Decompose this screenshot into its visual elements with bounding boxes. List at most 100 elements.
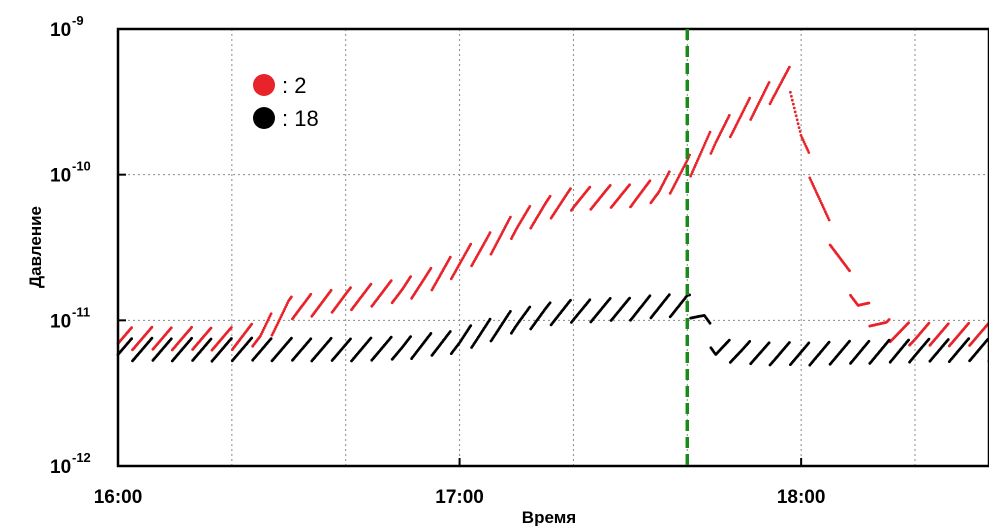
legend: : 2 : 18 (253, 73, 319, 131)
data-point (409, 335, 412, 338)
data-point (209, 337, 213, 341)
data-point (821, 203, 824, 207)
data-point (409, 275, 412, 278)
data-point (811, 182, 815, 186)
data-point (266, 318, 270, 322)
data-point (667, 293, 671, 297)
y-tick-label: 10 (50, 166, 71, 187)
data-point (693, 165, 696, 169)
data-point (569, 187, 572, 191)
data-point (548, 301, 552, 305)
data-point (789, 90, 792, 94)
data-point (290, 336, 293, 340)
data-point (788, 341, 791, 344)
data-point (169, 326, 173, 330)
data-point (748, 340, 752, 343)
data-point (696, 159, 699, 163)
legend-marker-series-18 (253, 107, 275, 129)
data-point (130, 326, 134, 330)
x-axis-label: Время (522, 508, 576, 526)
legend-label-series-2: : 2 (282, 73, 306, 98)
data-point (767, 81, 771, 84)
data-point (190, 336, 194, 340)
data-point (790, 94, 793, 98)
data-point (705, 137, 709, 141)
grid-lines (118, 29, 989, 466)
data-point (329, 336, 333, 340)
data-point (712, 145, 716, 149)
data-point (690, 172, 693, 176)
data-point (802, 140, 806, 144)
data-point (823, 210, 827, 214)
data-point (801, 138, 805, 142)
data-point (290, 295, 293, 299)
data-point (691, 170, 694, 174)
data-point (946, 338, 950, 341)
data-point (389, 335, 393, 339)
data-point (822, 208, 826, 211)
data-point (713, 143, 717, 147)
data-point (708, 321, 712, 325)
data-point (798, 130, 802, 133)
data-point (389, 279, 393, 283)
data-point (907, 321, 910, 325)
data-point (628, 183, 631, 187)
y-tick-label: 10 (50, 311, 71, 332)
data-point (469, 242, 473, 246)
data-point (807, 151, 811, 154)
data-point (230, 337, 233, 340)
data-point (887, 318, 891, 321)
data-point (694, 163, 697, 167)
legend-label-series-18: : 18 (282, 106, 319, 131)
data-point (826, 216, 830, 220)
data-point (767, 341, 771, 345)
data-point (791, 102, 795, 106)
data-point (309, 292, 313, 296)
data-point (509, 215, 512, 219)
data-point (727, 114, 731, 117)
data-point (648, 179, 652, 183)
data-point (793, 110, 797, 114)
data-point (967, 337, 971, 341)
data-point (528, 305, 532, 309)
data-point (697, 155, 701, 158)
data-point (528, 205, 532, 208)
data-point (821, 205, 825, 209)
data-point (967, 321, 971, 325)
data-point (708, 130, 712, 134)
y-tick-exponent: -10 (72, 159, 91, 174)
data-point (608, 297, 612, 300)
data-point (907, 338, 910, 342)
y-tick-exponent: -12 (72, 450, 91, 465)
data-point (283, 307, 286, 311)
data-point (820, 201, 823, 205)
data-point (448, 330, 452, 333)
data-point (704, 139, 708, 143)
data-point (706, 135, 710, 139)
data-point (817, 195, 820, 199)
data-point (429, 332, 433, 335)
data-point (825, 214, 829, 218)
data-point (349, 337, 352, 341)
data-point (692, 168, 695, 171)
data-point (628, 296, 631, 300)
data-point (927, 321, 931, 325)
data-point (710, 149, 714, 153)
data-point (695, 161, 698, 165)
data-point (169, 337, 173, 341)
data-point (588, 298, 592, 302)
series-0 (116, 65, 989, 352)
data-point (797, 126, 801, 129)
data-point (790, 98, 794, 102)
x-tick-label: 17:00 (435, 487, 484, 508)
data-point (667, 170, 671, 174)
data-point (689, 174, 692, 178)
data-point (269, 337, 273, 340)
data-point (703, 141, 707, 145)
data-point (569, 298, 572, 302)
data-point (711, 147, 715, 151)
data-point (927, 337, 931, 341)
data-point (429, 266, 433, 270)
data-point (806, 148, 810, 152)
